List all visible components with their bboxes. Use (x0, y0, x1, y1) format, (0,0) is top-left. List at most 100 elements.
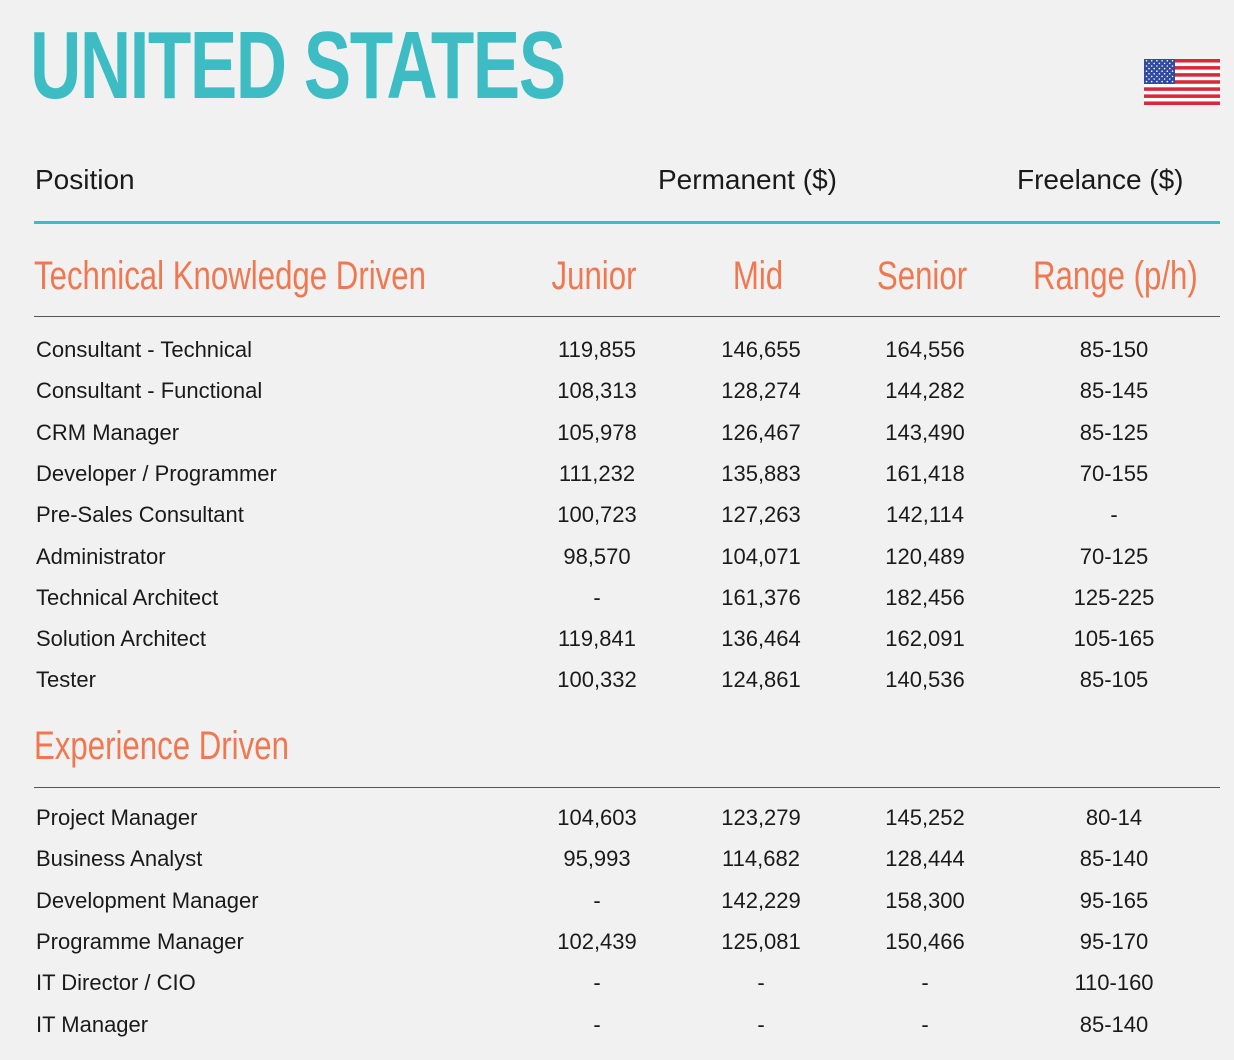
cell-senior: 182,456 (885, 584, 965, 610)
col-head-junior: Junior (551, 254, 637, 298)
cell-position: Tester (36, 667, 96, 693)
cell-mid: 114,682 (722, 846, 800, 872)
cell-senior: 161,418 (885, 460, 965, 486)
cell-mid: 128,274 (721, 378, 801, 404)
section-divider (34, 316, 1220, 317)
cell-junior: 102,439 (557, 928, 637, 954)
cell-range: 125-225 (1073, 584, 1155, 610)
cell-range: 85-140 (1079, 1011, 1149, 1037)
cell-position: Programme Manager (36, 928, 244, 954)
col-head-senior: Senior (876, 254, 968, 298)
table-row: Development Manager - 142,229 158,300 95-165 (0, 886, 1234, 916)
table-row: Solution Architect 119,841 136,464 162,091 1… (0, 624, 1234, 654)
cell-range: 95-170 (1079, 928, 1149, 954)
cell-mid: 136,464 (721, 626, 801, 652)
cell-senior: 140,536 (885, 667, 965, 693)
cell-position: Developer / Programmer (36, 460, 277, 486)
cell-mid: 104,071 (721, 543, 801, 569)
cell-junior: 98,570 (563, 543, 631, 569)
cell-position: Consultant - Functional (36, 378, 263, 404)
cell-position: Technical Architect (36, 584, 219, 610)
cell-range: 70-125 (1079, 543, 1149, 569)
cell-position: Administrator (36, 543, 166, 569)
cell-mid: - (757, 970, 765, 996)
cell-mid: 161,376 (721, 584, 801, 610)
section-title-experience: Experience Driven (34, 724, 289, 768)
cell-mid: 142,229 (721, 887, 801, 913)
cell-position: Consultant - Technical (36, 337, 253, 362)
cell-senior: 150,466 (885, 928, 965, 954)
cell-range: 70-155 (1079, 460, 1149, 486)
cell-range: 105-165 (1073, 626, 1155, 652)
cell-senior: 143,490 (885, 419, 965, 445)
table-row: Consultant - Technical 119,855 146,655 164,… (0, 335, 1234, 365)
cell-junior: 119,855 (558, 337, 636, 362)
cell-position: CRM Manager (36, 419, 180, 445)
cell-junior: - (593, 584, 601, 610)
page-title: UNITED STATES (30, 12, 566, 119)
cell-position: IT Director / CIO (36, 970, 196, 996)
table-row: Programme Manager 102,439 125,081 150,466 95… (0, 927, 1234, 957)
cell-senior: 158,300 (885, 887, 965, 913)
cell-range: 85-105 (1079, 667, 1149, 693)
cell-position: IT Manager (36, 1011, 149, 1037)
table-row: IT Director / CIO - - - 110-160 (0, 968, 1234, 998)
col-head-range: Range (p/h) (1033, 254, 1198, 298)
cell-senior: 164,556 (885, 337, 965, 362)
table-row: Business Analyst 95,993 114,682 128,444 85-1… (0, 844, 1234, 874)
cell-position: Solution Architect (36, 626, 206, 652)
cell-range: - (1110, 502, 1118, 528)
table-row: Pre-Sales Consultant 100,723 127,263 142,11… (0, 500, 1234, 530)
cell-senior: 162,091 (885, 626, 965, 652)
col-head-mid: Mid (732, 254, 784, 298)
cell-range: 85-150 (1079, 337, 1149, 362)
cell-range: 95-165 (1079, 887, 1149, 913)
table-row: Project Manager 104,603 123,279 145,252 80-1… (0, 803, 1234, 833)
cell-mid: 123,279 (721, 805, 801, 830)
cell-mid: 135,883 (721, 460, 801, 486)
cell-mid: 146,655 (721, 337, 801, 362)
cell-senior: 144,282 (885, 378, 965, 404)
section-divider (34, 787, 1220, 788)
cell-junior: 95,993 (563, 846, 631, 872)
table-row: Developer / Programmer 111,232 135,883 161,… (0, 459, 1234, 489)
cell-junior: - (593, 1011, 601, 1037)
cell-junior: 108,313 (557, 378, 637, 404)
cell-range: 85-125 (1079, 419, 1149, 445)
cell-junior: 100,723 (557, 502, 637, 528)
cell-junior: 111,232 (558, 460, 636, 486)
cell-junior: - (593, 970, 601, 996)
table-row: IT Manager - - - 85-140 (0, 1010, 1234, 1040)
cell-senior: 145,252 (885, 805, 965, 830)
cell-mid: 126,467 (721, 419, 801, 445)
us-flag-icon (1144, 59, 1220, 105)
cell-mid: - (757, 1011, 765, 1037)
cell-senior: - (921, 970, 929, 996)
cell-junior: 104,603 (557, 805, 637, 830)
table-row: CRM Manager 105,978 126,467 143,490 85-125 (0, 418, 1234, 448)
section-title-technical: Technical Knowledge Driven (34, 254, 426, 298)
cell-position: Project Manager (36, 805, 198, 830)
cell-senior: 120,489 (885, 543, 965, 569)
cell-senior: - (921, 1011, 929, 1037)
table-row: Consultant - Functional 108,313 128,274 144… (0, 376, 1234, 406)
table-row: Tester 100,332 124,861 140,536 85-105 (0, 665, 1234, 695)
cell-junior: 105,978 (557, 419, 637, 445)
cell-junior: - (593, 887, 601, 913)
cell-position: Business Analyst (36, 846, 203, 872)
header-divider (34, 221, 1220, 224)
cell-position: Development Manager (36, 887, 259, 913)
cell-mid: 125,081 (721, 928, 801, 954)
header-permanent: Permanent ($) (658, 164, 837, 195)
header-freelance: Freelance ($) (1017, 164, 1184, 195)
cell-junior: 100,332 (557, 667, 637, 693)
cell-range: 110-160 (1074, 970, 1154, 996)
cell-range: 80-14 (1085, 805, 1143, 830)
cell-junior: 119,841 (558, 626, 636, 652)
cell-position: Pre-Sales Consultant (36, 502, 244, 528)
cell-senior: 128,444 (885, 846, 965, 872)
table-row: Technical Architect - 161,376 182,456 125-22… (0, 583, 1234, 613)
cell-mid: 127,263 (721, 502, 801, 528)
header-position: Position (35, 164, 135, 195)
cell-mid: 124,861 (721, 667, 801, 693)
